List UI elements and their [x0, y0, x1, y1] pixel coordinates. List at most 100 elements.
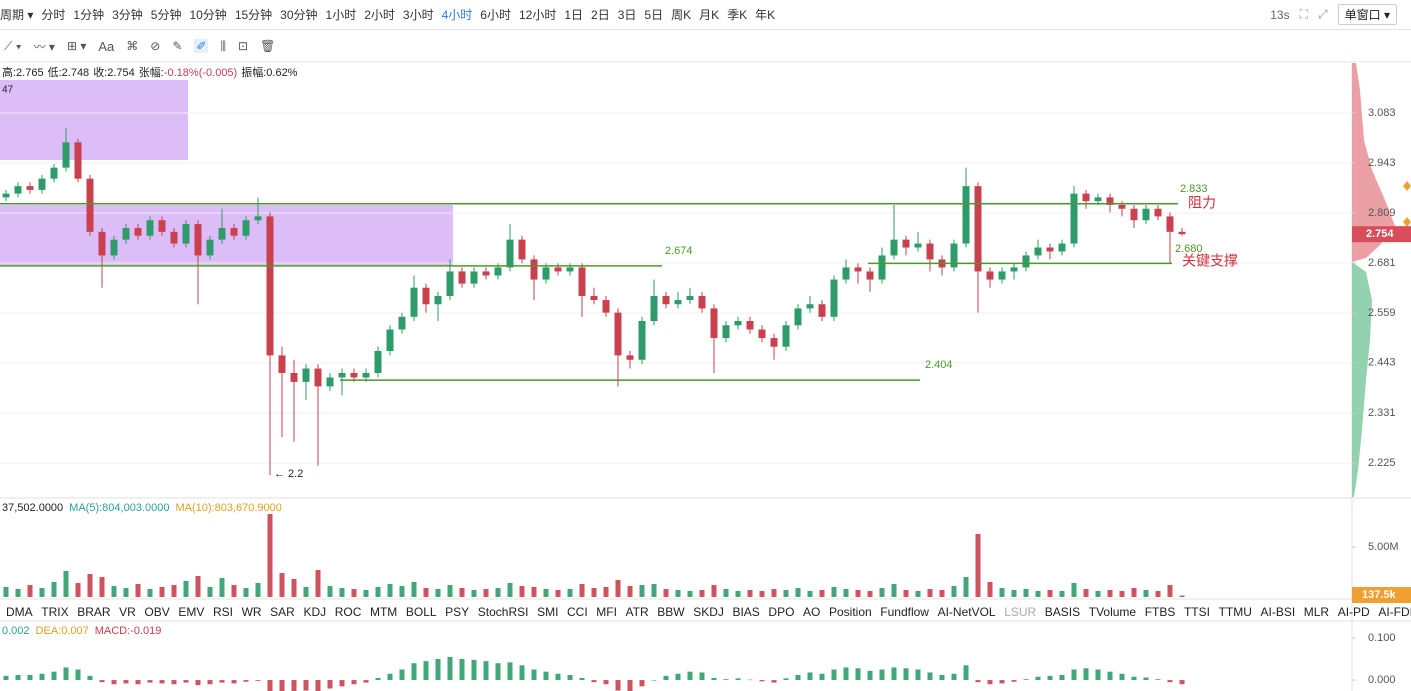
bar	[3, 675, 9, 681]
interval-button[interactable]: 周K	[671, 8, 692, 22]
indicator-tab[interactable]: BASIS	[1044, 604, 1081, 619]
bar	[351, 680, 357, 685]
indicator-tab[interactable]: SMI	[537, 604, 559, 619]
indicator-tab[interactable]: BRAR	[77, 604, 111, 619]
indicator-tab[interactable]: PSY	[445, 604, 470, 619]
interval-button[interactable]: 分时	[41, 8, 66, 22]
bar	[855, 668, 861, 681]
indicator-tab[interactable]: DMA	[6, 604, 33, 619]
bar	[1047, 675, 1053, 681]
indicator-tab[interactable]: VR	[119, 604, 136, 619]
bar	[735, 591, 741, 597]
indicator-tab[interactable]: AI-BSI	[1260, 604, 1296, 619]
indicator-tab[interactable]: EMV	[178, 604, 205, 619]
indicator-tab[interactable]: SAR	[270, 604, 295, 619]
indicator-tab[interactable]: DPO	[768, 604, 795, 619]
bar	[507, 583, 513, 597]
indicator-tab[interactable]: MFI	[596, 604, 617, 619]
interval-button[interactable]: 4小时	[441, 8, 473, 22]
measure-tool[interactable]: ⊞ ▾	[66, 39, 87, 53]
indicator-tab[interactable]: BOLL	[405, 604, 437, 619]
drawing-tools: ⟋ ▾ 〰 ▾ ⊞ ▾ Aa ⌘ ⊘ ✎ ✐ ⫼ ⊡ 🗑	[4, 31, 1411, 62]
indicator-tab[interactable]: AI-PD	[1337, 604, 1370, 619]
expand-icon[interactable]: ⤢	[1318, 7, 1328, 21]
pattern-tool[interactable]: ⌘	[126, 39, 139, 53]
interval-button[interactable]: 10分钟	[189, 8, 227, 22]
indicator-tab[interactable]: ROC	[334, 604, 362, 619]
text-tool[interactable]: Aa	[98, 38, 115, 54]
ruler-tool[interactable]: ✎	[172, 39, 183, 53]
indicator-tab[interactable]: BIAS	[732, 604, 760, 619]
bar	[1083, 589, 1089, 597]
delete-tool[interactable]: 🗑	[260, 39, 276, 53]
interval-button[interactable]: 15分钟	[234, 8, 273, 22]
interval-button[interactable]: 年K	[755, 8, 776, 22]
interval-button[interactable]: 12小时	[518, 8, 557, 22]
interval-button[interactable]: 5分钟	[150, 8, 182, 22]
interval-button[interactable]: 3日	[617, 8, 637, 22]
indicator-tab[interactable]: WR	[241, 604, 262, 619]
indicator-tab[interactable]: MTM	[369, 604, 398, 619]
indicator-tab[interactable]: OBV	[144, 604, 170, 619]
draw-mode-tool[interactable]: ✐	[194, 39, 209, 53]
indicator-tab[interactable]: AI-NetVOL	[937, 604, 996, 619]
indicator-tab[interactable]: Fundflow	[880, 604, 929, 619]
alert-marker[interactable]	[1403, 181, 1411, 191]
wave-tool[interactable]: 〰 ▾	[33, 39, 55, 54]
bar	[327, 680, 333, 689]
indicator-tab[interactable]: BBW	[657, 604, 685, 619]
interval-button[interactable]: 2日	[591, 8, 610, 22]
bars-tool[interactable]: ⫼	[220, 38, 226, 53]
indicator-tab[interactable]: TRIX	[41, 604, 69, 619]
interval-button[interactable]: 月K	[699, 8, 720, 22]
indicator-tab[interactable]: ATR	[625, 604, 649, 619]
interval-button[interactable]: 6小时	[480, 8, 511, 22]
magnet-tool[interactable]: ⊘	[150, 39, 161, 53]
bar	[99, 680, 105, 683]
bar	[51, 582, 57, 597]
indicator-tab[interactable]: Position	[828, 604, 872, 619]
interval-button[interactable]: 1小时	[325, 8, 357, 22]
bar	[51, 671, 57, 681]
interval-button[interactable]: 1分钟	[73, 8, 105, 22]
indicator-tab[interactable]: MLR	[1303, 604, 1330, 619]
indicator-tab[interactable]: TTMU	[1218, 604, 1252, 619]
indicator-tab[interactable]: CCI	[567, 604, 588, 619]
indicator-tab[interactable]: KDJ	[303, 604, 327, 619]
window-menu[interactable]: 单窗口 ▾	[1337, 4, 1397, 25]
zone-box[interactable]	[0, 205, 453, 265]
interval-button[interactable]: 2小时	[364, 8, 395, 22]
period-menu[interactable]: 周期 ▾	[0, 8, 34, 22]
fullscreen-icon[interactable]: ⛶	[1299, 7, 1309, 21]
indicator-tab[interactable]: SKDJ	[693, 604, 724, 619]
interval-button[interactable]: 3分钟	[112, 8, 143, 22]
interval-button[interactable]: 30分钟	[280, 8, 318, 22]
lock-tool[interactable]: ⊡	[238, 39, 249, 53]
zone-box[interactable]	[0, 80, 188, 160]
indicator-tab[interactable]: RSI	[212, 604, 233, 619]
trend-tool[interactable]: ⟋ ▾	[4, 38, 22, 53]
alert-marker[interactable]	[1403, 217, 1411, 227]
interval-button[interactable]: 3小时	[402, 8, 434, 22]
indicator-tab[interactable]: LSUR	[1004, 604, 1037, 619]
bar	[363, 680, 369, 683]
level-label: 2.404	[925, 359, 953, 371]
y-tick-label: 2.681	[1368, 257, 1396, 269]
interval-button[interactable]: 季K	[727, 8, 748, 22]
candle-body	[638, 321, 646, 360]
bar	[783, 678, 789, 681]
bar	[603, 587, 609, 597]
indicator-tab[interactable]: TTSI	[1183, 604, 1210, 619]
indicator-tab[interactable]: AO	[803, 604, 821, 619]
bar	[927, 589, 933, 597]
bar	[99, 577, 105, 597]
indicator-tab[interactable]: StochRSI	[477, 604, 529, 619]
indicator-tab[interactable]: TVolume	[1088, 604, 1137, 619]
interval-button[interactable]: 5日	[644, 8, 664, 22]
interval-button[interactable]: 1日	[564, 8, 584, 22]
indicator-tab[interactable]: FTBS	[1144, 604, 1176, 619]
candle-body	[818, 304, 826, 317]
bar	[987, 680, 993, 685]
indicator-tab[interactable]: AI-FDI	[1378, 604, 1411, 619]
bar	[1179, 680, 1185, 685]
